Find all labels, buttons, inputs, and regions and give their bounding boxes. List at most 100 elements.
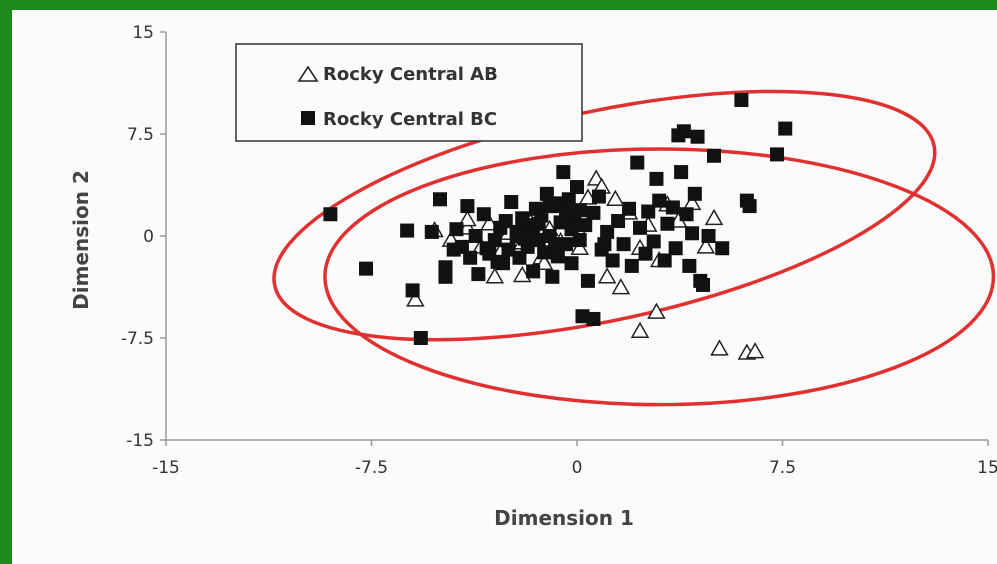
- data-points: [323, 93, 793, 360]
- legend-item-ab: Rocky Central AB: [297, 64, 498, 85]
- data-point-square: [512, 250, 527, 265]
- data-point-square: [597, 237, 612, 252]
- data-point-square: [564, 222, 579, 237]
- data-point-square: [649, 171, 664, 186]
- data-point-square: [734, 93, 749, 107]
- data-point-square: [424, 224, 439, 239]
- data-point-square: [413, 331, 428, 345]
- legend-item-bc: Rocky Central BC: [301, 109, 497, 130]
- data-point-triangle: [696, 237, 716, 254]
- data-point-square: [559, 237, 574, 252]
- data-point-square: [676, 124, 691, 139]
- data-point-square: [454, 239, 469, 254]
- data-point-square: [668, 241, 683, 256]
- data-point-square: [682, 258, 697, 273]
- y-tick-label: 7.5: [127, 125, 154, 145]
- y-tick-label: 15: [132, 23, 154, 43]
- data-point-square: [490, 254, 505, 269]
- data-point-square: [575, 309, 590, 324]
- data-point-square: [674, 165, 689, 180]
- data-point-triangle: [710, 339, 729, 356]
- data-point-square: [600, 224, 615, 239]
- confidence-ellipse-2: [323, 147, 996, 407]
- data-point-square: [665, 200, 680, 215]
- data-point-square: [548, 237, 563, 252]
- y-axis-title: Dimension 2: [69, 170, 93, 310]
- data-point-square: [696, 277, 711, 292]
- data-point-square: [479, 241, 494, 256]
- data-point-square: [616, 237, 631, 252]
- data-point-square: [471, 267, 486, 282]
- x-tick-label: 7.5: [769, 458, 796, 478]
- data-point-triangle: [704, 208, 724, 226]
- data-point-square: [605, 253, 620, 268]
- data-point-square: [622, 201, 637, 216]
- square-marker-icon: [301, 111, 315, 125]
- data-point-square: [633, 220, 648, 235]
- data-point-square: [707, 148, 721, 163]
- data-point-square: [685, 226, 700, 241]
- data-point-square: [679, 207, 694, 222]
- data-point-square: [641, 204, 656, 219]
- data-point-triangle: [611, 278, 631, 295]
- data-point-square: [580, 273, 595, 288]
- data-point-square: [323, 207, 338, 222]
- data-point-square: [504, 195, 519, 209]
- triangle-marker-icon: [297, 65, 319, 82]
- x-axis-title: Dimension 1: [494, 506, 634, 530]
- data-point-triangle: [606, 189, 625, 207]
- data-point-square: [770, 147, 785, 162]
- chart-panel: -15 -7.5 0 7.5 15 15 7.5 0 -7.5 -15 Dimension 1 D…: [12, 10, 997, 564]
- legend-label-ab: Rocky Central AB: [323, 64, 498, 85]
- data-point-square: [539, 186, 554, 201]
- data-point-square: [433, 192, 447, 207]
- data-point-square: [586, 205, 601, 220]
- data-point-square: [400, 223, 415, 238]
- data-point-square: [624, 258, 639, 273]
- data-point-square: [526, 264, 541, 279]
- data-point-square: [501, 242, 516, 257]
- data-point-square: [701, 229, 716, 243]
- data-point-triangle: [570, 238, 590, 255]
- y-tick-label: 0: [143, 227, 154, 247]
- data-point-square: [690, 129, 705, 144]
- data-point-square: [463, 250, 478, 265]
- x-tick-label: -7.5: [355, 458, 388, 478]
- data-point-triangle: [745, 342, 765, 359]
- data-point-square: [715, 241, 730, 256]
- data-point-square: [572, 203, 587, 218]
- data-point-triangle: [630, 321, 650, 338]
- data-point-square: [660, 216, 675, 231]
- x-tick-label: 15: [977, 458, 997, 478]
- y-tick-label: -15: [126, 431, 154, 451]
- data-point-square: [638, 246, 653, 261]
- data-point-triangle: [485, 267, 505, 284]
- data-point-square: [559, 205, 574, 220]
- data-point-triangle: [458, 210, 477, 227]
- data-point-square: [687, 186, 702, 201]
- data-point-square: [476, 207, 491, 222]
- data-point-square: [542, 199, 557, 214]
- scatter-chart: -15 -7.5 0 7.5 15 15 7.5 0 -7.5 -15 Dimension 1 D…: [69, 23, 997, 530]
- legend: Rocky Central AB Rocky Central BC: [235, 43, 583, 142]
- data-point-square: [498, 214, 513, 229]
- data-point-square: [531, 216, 546, 231]
- data-point-square: [359, 261, 374, 276]
- legend-label-bc: Rocky Central BC: [323, 109, 497, 130]
- data-point-square: [405, 283, 420, 298]
- data-point-square: [438, 269, 453, 284]
- data-point-square: [586, 311, 601, 326]
- data-point-square: [630, 155, 645, 170]
- data-point-square: [646, 234, 661, 249]
- data-point-square: [578, 218, 593, 233]
- data-point-triangle: [597, 267, 617, 284]
- data-point-square: [611, 214, 626, 229]
- data-point-square: [657, 253, 672, 268]
- data-point-square: [537, 245, 552, 260]
- legend-box: [235, 43, 583, 142]
- series-2: [323, 93, 793, 345]
- axes: -15 -7.5 0 7.5 15 15 7.5 0 -7.5 -15: [121, 23, 997, 478]
- data-point-square: [468, 229, 483, 243]
- data-point-triangle: [406, 290, 425, 307]
- data-point-square: [652, 193, 667, 208]
